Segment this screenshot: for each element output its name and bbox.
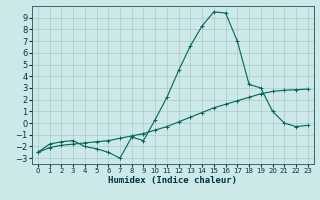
X-axis label: Humidex (Indice chaleur): Humidex (Indice chaleur)	[108, 176, 237, 185]
